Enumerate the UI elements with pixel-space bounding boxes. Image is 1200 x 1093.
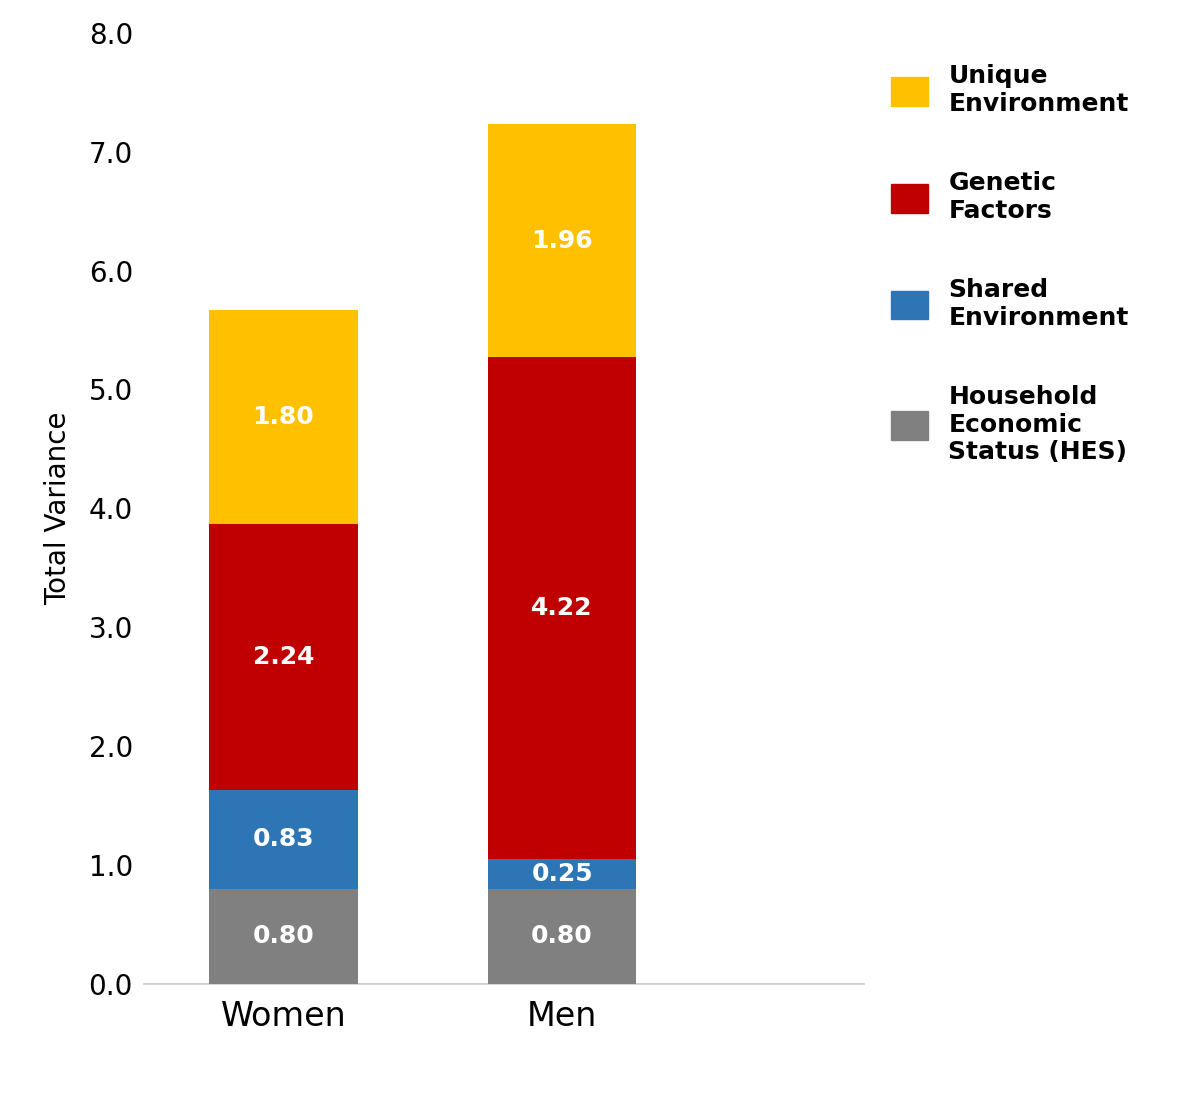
Bar xyxy=(209,309,358,524)
Y-axis label: Total Variance: Total Variance xyxy=(44,411,72,606)
Legend: Unique
Environment, Genetic
Factors, Shared
Environment, Household
Economic
Stat: Unique Environment, Genetic Factors, Sha… xyxy=(890,64,1129,465)
Bar xyxy=(209,790,358,889)
Text: 0.80: 0.80 xyxy=(532,925,593,948)
Text: 0.80: 0.80 xyxy=(252,925,314,948)
Bar xyxy=(209,889,358,984)
Text: 1.96: 1.96 xyxy=(532,228,593,252)
Bar xyxy=(487,889,636,984)
Text: 0.25: 0.25 xyxy=(532,861,593,885)
Text: 4.22: 4.22 xyxy=(532,596,593,620)
Text: 1.80: 1.80 xyxy=(252,404,314,428)
Bar xyxy=(209,524,358,790)
Text: 2.24: 2.24 xyxy=(253,645,314,669)
Text: 0.83: 0.83 xyxy=(252,827,314,851)
Bar xyxy=(487,357,636,859)
Bar xyxy=(487,859,636,889)
Bar xyxy=(487,125,636,357)
